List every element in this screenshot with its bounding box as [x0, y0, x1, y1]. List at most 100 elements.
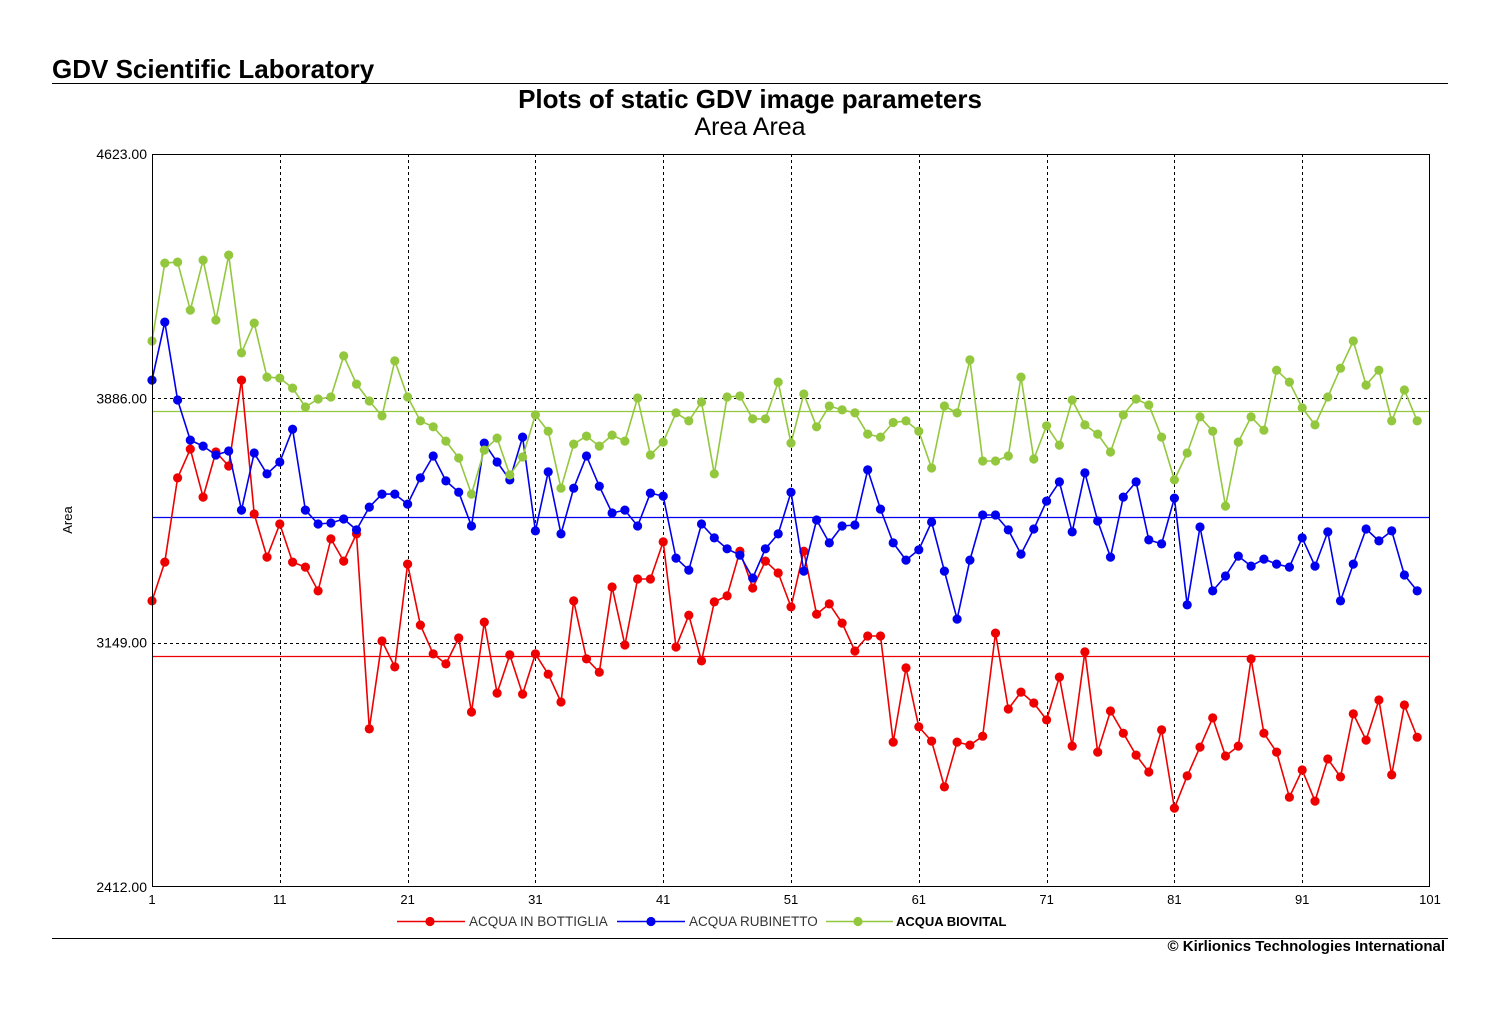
- data-point-acqua-rubinetto: [377, 489, 387, 499]
- data-point-acqua-in-bottiglia: [927, 736, 937, 746]
- data-point-acqua-rubinetto: [901, 555, 911, 565]
- data-point-acqua-rubinetto: [1105, 552, 1116, 562]
- data-point-acqua-biovital: [339, 351, 349, 361]
- data-point-acqua-in-bottiglia: [262, 552, 272, 562]
- data-point-acqua-rubinetto: [441, 476, 451, 486]
- data-point-acqua-biovital: [1233, 437, 1243, 447]
- data-point-acqua-rubinetto: [198, 441, 208, 451]
- x-tick-label: 51: [784, 892, 798, 907]
- data-point-acqua-biovital: [671, 408, 681, 418]
- data-point-acqua-rubinetto: [530, 526, 541, 536]
- data-point-acqua-biovital: [1284, 377, 1294, 387]
- data-point-acqua-rubinetto: [415, 473, 425, 483]
- data-point-acqua-in-bottiglia: [888, 737, 898, 747]
- data-point-acqua-in-bottiglia: [441, 659, 451, 669]
- data-point-acqua-in-bottiglia: [748, 583, 758, 593]
- data-point-acqua-in-bottiglia: [556, 697, 566, 707]
- data-point-acqua-biovital: [236, 348, 247, 358]
- data-point-acqua-biovital: [556, 483, 566, 493]
- data-point-acqua-rubinetto: [224, 446, 234, 456]
- data-point-acqua-rubinetto: [1042, 496, 1052, 506]
- series-line-acqua-in-bottiglia: [151, 379, 1418, 809]
- data-point-acqua-rubinetto: [812, 515, 822, 525]
- data-point-acqua-biovital: [466, 489, 477, 499]
- data-point-acqua-rubinetto: [454, 487, 464, 497]
- data-point-acqua-in-bottiglia: [1361, 735, 1371, 745]
- data-point-acqua-biovital: [633, 393, 643, 403]
- data-point-acqua-in-bottiglia: [633, 574, 643, 584]
- data-point-acqua-in-bottiglia: [339, 556, 349, 566]
- data-point-acqua-in-bottiglia: [313, 586, 323, 596]
- data-point-acqua-biovital: [288, 383, 298, 393]
- data-point-acqua-biovital: [799, 389, 809, 399]
- data-point-acqua-biovital: [441, 436, 451, 446]
- series-acqua-rubinetto: [147, 317, 1422, 624]
- data-point-acqua-in-bottiglia: [914, 722, 924, 732]
- data-point-acqua-in-bottiglia: [530, 649, 541, 659]
- data-point-acqua-biovital: [530, 410, 541, 420]
- data-point-acqua-biovital: [1067, 395, 1077, 405]
- data-point-acqua-in-bottiglia: [965, 740, 975, 750]
- data-point-acqua-in-bottiglia: [952, 737, 962, 747]
- data-point-acqua-biovital: [403, 392, 413, 402]
- data-point-acqua-rubinetto: [1208, 586, 1218, 596]
- data-point-acqua-biovital: [1080, 420, 1090, 430]
- lab-name: GDV Scientific Laboratory: [52, 54, 375, 84]
- data-point-acqua-biovital: [543, 426, 553, 436]
- data-point-acqua-in-bottiglia: [1284, 792, 1294, 802]
- data-point-acqua-rubinetto: [799, 566, 809, 576]
- data-point-acqua-biovital: [914, 426, 924, 436]
- data-point-acqua-biovital: [185, 305, 195, 315]
- data-point-acqua-rubinetto: [709, 533, 719, 543]
- data-point-acqua-in-bottiglia: [581, 654, 592, 664]
- data-point-acqua-rubinetto: [1310, 561, 1320, 571]
- data-point-acqua-biovital: [952, 408, 962, 418]
- legend-swatch-marker: [646, 916, 656, 927]
- data-point-acqua-rubinetto: [1016, 549, 1026, 559]
- series-acqua-in-bottiglia: [147, 375, 1422, 813]
- data-point-acqua-rubinetto: [1335, 596, 1346, 606]
- data-point-acqua-rubinetto: [1067, 527, 1077, 537]
- data-point-acqua-biovital: [351, 379, 362, 389]
- data-point-acqua-in-bottiglia: [236, 375, 247, 385]
- data-point-acqua-in-bottiglia: [160, 557, 170, 567]
- data-point-acqua-in-bottiglia: [645, 574, 656, 584]
- data-point-acqua-rubinetto: [1195, 522, 1205, 532]
- data-point-acqua-in-bottiglia: [722, 591, 732, 601]
- data-point-acqua-biovital: [415, 416, 425, 426]
- data-point-acqua-biovital: [262, 372, 272, 382]
- data-point-acqua-biovital: [837, 405, 847, 415]
- data-point-acqua-rubinetto: [620, 505, 630, 515]
- data-point-acqua-biovital: [1399, 385, 1409, 395]
- data-point-acqua-in-bottiglia: [1233, 741, 1243, 751]
- data-point-acqua-in-bottiglia: [1259, 728, 1269, 738]
- data-point-acqua-in-bottiglia: [1157, 725, 1167, 735]
- data-point-acqua-in-bottiglia: [696, 656, 707, 666]
- data-point-acqua-rubinetto: [1361, 524, 1371, 534]
- data-point-acqua-in-bottiglia: [760, 556, 771, 566]
- data-point-acqua-in-bottiglia: [837, 618, 847, 628]
- data-point-acqua-in-bottiglia: [709, 597, 719, 607]
- data-point-acqua-biovital: [198, 255, 208, 265]
- data-point-acqua-in-bottiglia: [1169, 803, 1179, 813]
- data-point-acqua-biovital: [927, 463, 937, 473]
- data-point-acqua-biovital: [786, 438, 796, 448]
- data-point-acqua-rubinetto: [952, 614, 962, 624]
- data-point-acqua-in-bottiglia: [824, 599, 834, 609]
- data-point-acqua-in-bottiglia: [1195, 742, 1205, 752]
- data-point-acqua-rubinetto: [1080, 468, 1090, 478]
- data-point-acqua-rubinetto: [1348, 559, 1358, 569]
- data-point-acqua-in-bottiglia: [454, 633, 464, 643]
- data-point-acqua-rubinetto: [466, 521, 477, 531]
- data-point-acqua-in-bottiglia: [1182, 771, 1192, 781]
- x-tick-label: 91: [1295, 892, 1309, 907]
- series-group: [147, 250, 1422, 813]
- data-point-acqua-in-bottiglia: [658, 537, 668, 547]
- data-point-acqua-rubinetto: [824, 538, 834, 548]
- data-point-acqua-biovital: [684, 416, 694, 426]
- data-point-acqua-rubinetto: [786, 487, 796, 497]
- data-point-acqua-biovital: [773, 377, 783, 387]
- data-point-acqua-in-bottiglia: [275, 519, 285, 529]
- data-point-acqua-rubinetto: [748, 573, 758, 583]
- data-point-acqua-in-bottiglia: [543, 669, 553, 679]
